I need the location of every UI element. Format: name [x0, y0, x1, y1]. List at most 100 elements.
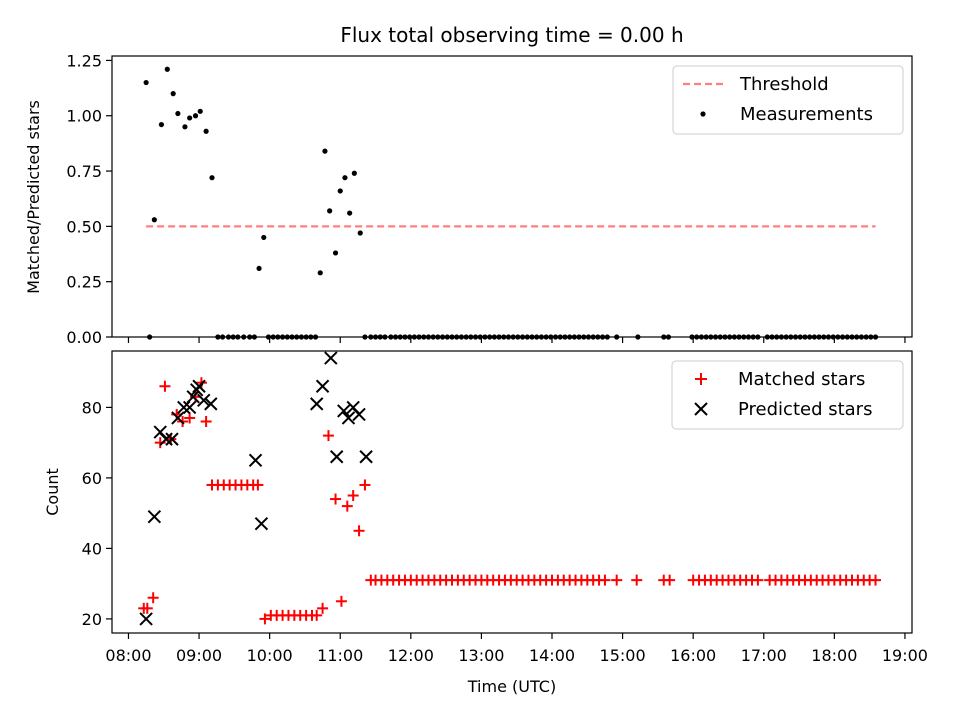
ratio-axes-frame — [111, 55, 913, 338]
matched-star-point — [335, 595, 347, 607]
measurement-point — [337, 188, 343, 194]
measurement-point — [256, 265, 262, 272]
predicted-star-point — [337, 404, 351, 418]
measurement-point — [187, 115, 193, 121]
count-x-tick-label: 16:00 — [670, 646, 716, 665]
matched-star-point — [252, 479, 264, 491]
predicted-star-point — [182, 400, 197, 415]
count-x-tick-label: 17:00 — [741, 646, 787, 665]
matched-star-point — [870, 574, 882, 586]
measurement-point — [317, 270, 323, 276]
legend-matched-label: Matched stars — [738, 369, 865, 390]
matched-star-point — [341, 500, 353, 512]
ratio-y-tick-label: 1.25 — [66, 51, 102, 70]
chart-title: Flux total observing time = 0.00 h — [340, 23, 683, 47]
predicted-star-point — [248, 453, 263, 467]
predicted-star-point — [254, 517, 269, 531]
count-y-ticks: 20 40 60 80 — [82, 398, 112, 629]
ratio-legend-box — [672, 65, 904, 135]
count-x-tick-label: 19:00 — [882, 646, 928, 665]
measurement-point — [357, 230, 363, 236]
predicted-star-point — [139, 612, 153, 626]
legend-measurements-label: Measurements — [740, 104, 873, 125]
count-x-tick-label: 13:00 — [458, 646, 504, 665]
count-y-axis-label: Count — [43, 468, 62, 516]
measurement-point — [175, 110, 181, 117]
count-axes-frame — [111, 350, 913, 634]
predicted-star-points — [139, 351, 373, 626]
predicted-star-point — [197, 393, 211, 408]
matched-star-point — [599, 574, 611, 586]
predicted-star-point — [309, 397, 324, 411]
matched-star-point — [147, 592, 159, 604]
legend-threshold-label: Threshold — [739, 74, 829, 95]
ratio-legend: Threshold Measurements — [672, 65, 904, 135]
measurement-point — [351, 170, 357, 176]
matched-star-point — [611, 574, 623, 586]
measurement-point — [170, 91, 176, 97]
ratio-y-tick-label: 0.75 — [66, 162, 102, 181]
measurement-point — [192, 113, 199, 119]
predicted-star-point — [147, 509, 162, 524]
matched-star-point — [752, 574, 764, 586]
matched-star-point — [353, 525, 365, 537]
count-y-tick-label: 80 — [82, 398, 102, 417]
ratio-y-tick-label: 0.50 — [66, 217, 102, 236]
count-panel: 20 40 60 80 08:00 09:00 10:00 11:00 12:00 13:00 1… — [43, 350, 928, 696]
measurement-point — [182, 124, 188, 130]
measurement-point — [342, 175, 348, 181]
count-legend: Matched stars Predicted stars — [671, 360, 904, 430]
measurement-point — [332, 250, 339, 256]
predicted-star-point — [192, 379, 206, 393]
ratio-y-tick-label: 0.00 — [66, 328, 102, 347]
predicted-star-point — [359, 450, 373, 464]
predicted-star-point — [324, 351, 338, 365]
predicted-star-point — [171, 411, 185, 425]
count-y-tick-label: 20 — [82, 610, 102, 629]
predicted-star-point — [159, 432, 173, 446]
matched-star-points — [138, 377, 882, 625]
matched-star-point — [184, 412, 196, 424]
measurement-point — [347, 210, 353, 216]
ratio-y-ticks: 0.00 0.25 0.50 0.75 1.00 1.25 — [66, 51, 112, 347]
measurement-point — [164, 66, 170, 72]
measurement-point — [261, 234, 267, 241]
predicted-star-point — [204, 397, 218, 411]
count-x-tick-label: 08:00 — [105, 646, 151, 665]
predicted-star-point — [352, 407, 366, 422]
count-y-tick-label: 60 — [82, 469, 102, 488]
measurement-point — [322, 148, 328, 154]
predicted-star-point — [329, 450, 344, 464]
legend-predicted-label: Predicted stars — [738, 399, 872, 420]
matched-star-point — [330, 493, 342, 505]
matched-star-point — [664, 574, 676, 586]
count-x-tick-label: 10:00 — [247, 646, 293, 665]
measurement-point — [209, 175, 215, 181]
ratio-y-axis-label: Matched/Predicted stars — [24, 100, 43, 294]
count-x-axis-label: Time (UTC) — [467, 677, 556, 696]
legend-measurements-swatch — [700, 111, 706, 117]
matched-star-point — [259, 613, 271, 625]
ratio-panel: Flux total observing time = 0.00 h 0.000… — [24, 23, 913, 347]
predicted-star-point — [186, 390, 200, 404]
ratio-y-tick-label: 1.00 — [66, 107, 102, 126]
ratio-y-tick-label: 0.25 — [66, 273, 102, 292]
predicted-star-point — [341, 411, 356, 425]
legend-matched-swatch — [695, 373, 707, 385]
matched-star-point — [317, 602, 329, 614]
measurement-point — [158, 121, 165, 128]
measurement-point — [203, 128, 209, 134]
count-x-tick-label: 18:00 — [811, 646, 857, 665]
measurement-point — [151, 217, 157, 223]
matched-star-point — [347, 490, 359, 502]
count-x-tick-label: 12:00 — [388, 646, 434, 665]
predicted-star-point — [315, 379, 330, 393]
matched-star-point — [359, 479, 371, 491]
matched-star-point — [311, 609, 323, 621]
count-y-tick-label: 40 — [82, 539, 102, 558]
matched-star-point — [141, 602, 153, 614]
count-x-tick-label: 15:00 — [600, 646, 646, 665]
count-x-ticks: 08:00 09:00 10:00 11:00 12:00 13:00 14:00 15:00… — [105, 633, 928, 665]
measurement-point — [143, 79, 149, 86]
